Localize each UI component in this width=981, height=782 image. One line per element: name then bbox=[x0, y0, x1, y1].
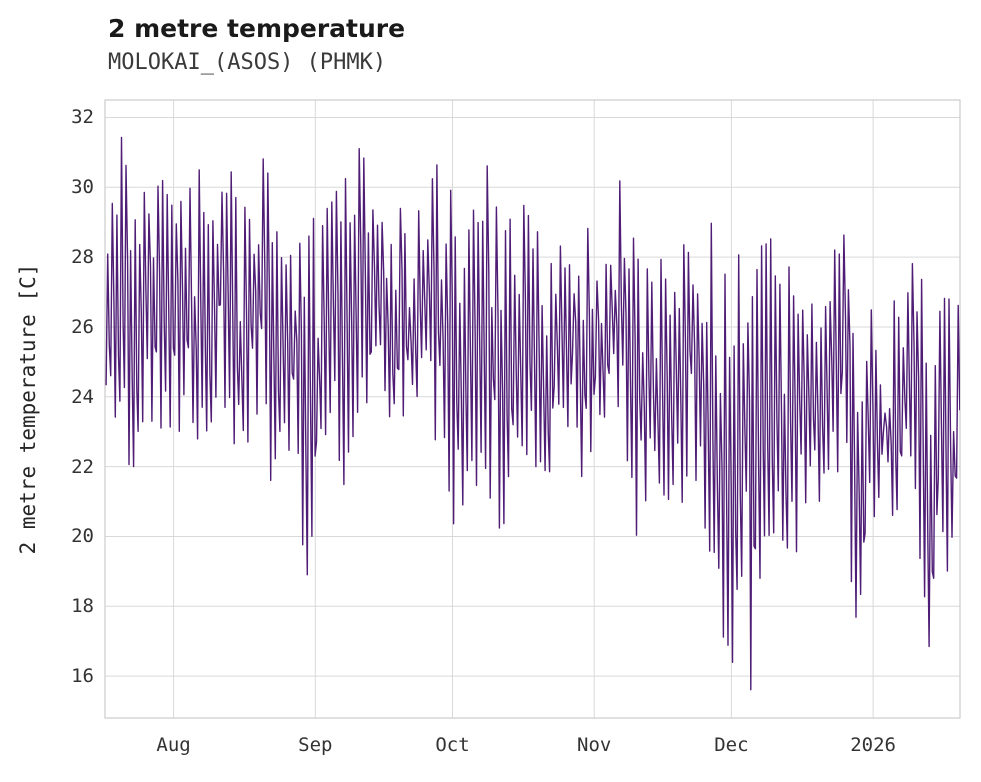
y-tick-label: 18 bbox=[71, 595, 94, 618]
x-tick-label: Dec bbox=[714, 734, 749, 756]
chart-subtitle: MOLOKAI_(ASOS) (PHMK) bbox=[108, 50, 387, 75]
y-tick-label: 22 bbox=[71, 455, 94, 478]
y-tick-label: 26 bbox=[71, 315, 94, 338]
y-tick-label: 28 bbox=[71, 246, 94, 269]
y-tick-label: 32 bbox=[71, 106, 94, 129]
temperature-series-line bbox=[105, 136, 960, 691]
y-tick-label: 20 bbox=[71, 525, 94, 548]
chart-title: 2 metre temperature bbox=[108, 14, 406, 43]
y-tick-label: 16 bbox=[71, 665, 94, 688]
x-tick-label: 2026 bbox=[850, 734, 897, 756]
x-tick-label: Sep bbox=[298, 734, 333, 756]
x-tick-label: Oct bbox=[435, 734, 470, 756]
y-tick-label: 30 bbox=[71, 176, 94, 199]
y-tick-label: 24 bbox=[71, 385, 94, 408]
x-tick-label: Aug bbox=[156, 734, 191, 756]
x-tick-label: Nov bbox=[577, 734, 612, 756]
